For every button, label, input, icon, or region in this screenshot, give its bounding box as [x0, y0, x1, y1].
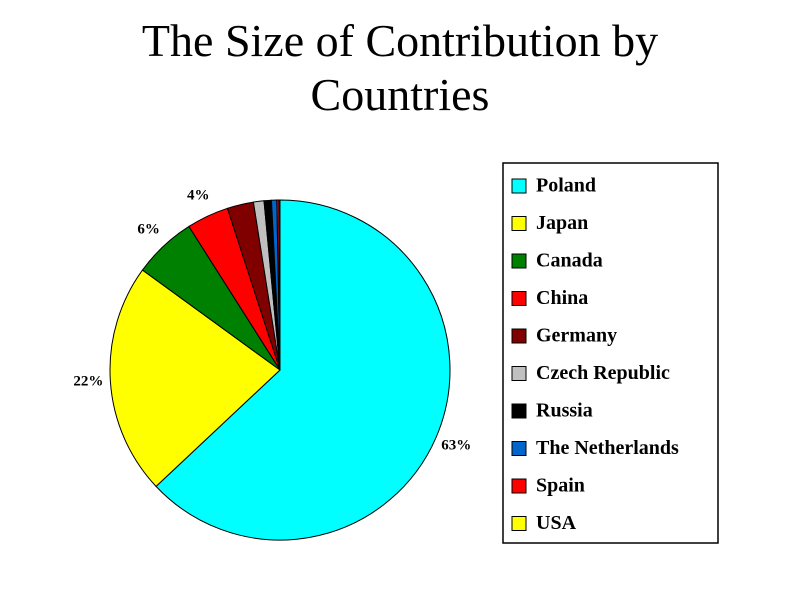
- data-label: 63%: [441, 438, 471, 454]
- legend-label: Czech Republic: [536, 362, 670, 384]
- legend-swatch: [511, 253, 527, 269]
- legend-swatch: [511, 328, 527, 344]
- legend-label: China: [536, 287, 588, 309]
- legend-label: USA: [536, 512, 577, 534]
- legend-swatch: [511, 291, 527, 306]
- chart-title: The Size of Contribution by Countries: [141, 15, 659, 120]
- legend-label: The Netherlands: [536, 437, 679, 459]
- legend-label: Canada: [536, 250, 603, 272]
- pie-slice: [109, 269, 281, 488]
- legend-label: Japan: [536, 212, 588, 234]
- legend-label: Russia: [536, 400, 593, 422]
- legend-swatch: [511, 441, 527, 456]
- legend-swatch: [511, 178, 527, 194]
- legend-label: Germany: [536, 325, 617, 347]
- pie-slice: [155, 199, 451, 541]
- legend-swatch: [511, 516, 527, 531]
- legend-label: Spain: [536, 475, 585, 497]
- data-label: 6%: [137, 221, 160, 237]
- legend-swatch: [511, 366, 527, 381]
- data-label: 22%: [73, 373, 103, 389]
- data-label: 4%: [187, 188, 210, 204]
- pie-slice: [278, 199, 281, 371]
- legend-swatch: [511, 478, 527, 494]
- legend-swatch: [511, 403, 527, 419]
- legend-box: [502, 162, 719, 544]
- legend-label: Poland: [536, 175, 596, 197]
- legend-swatch: [511, 216, 527, 231]
